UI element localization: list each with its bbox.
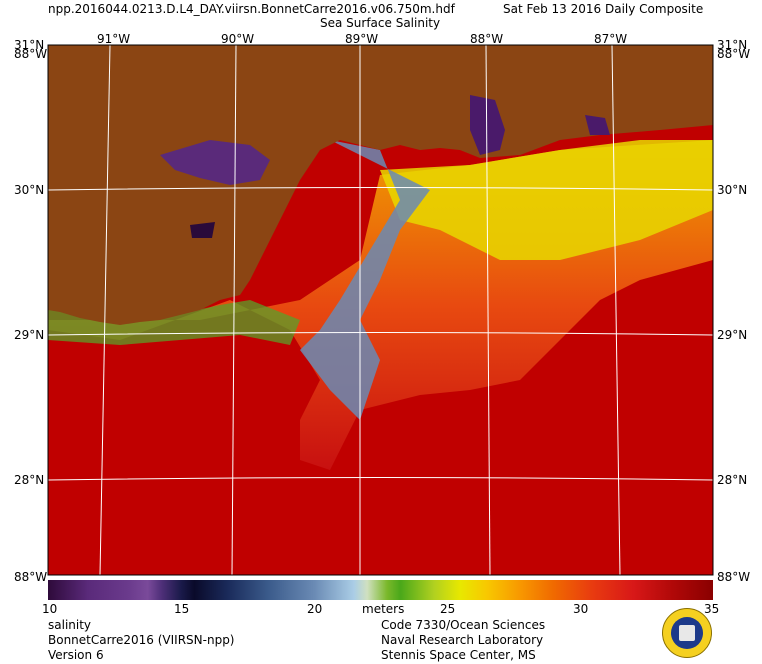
corner-bottom-left: 88°W — [14, 570, 48, 584]
lat-label-28n-left: 28°N — [14, 473, 45, 487]
date-label: Sat Feb 13 2016 Daily Composite — [503, 2, 704, 16]
colorbar-tick-10: 10 — [42, 602, 58, 616]
lon-label-90w: 90°W — [221, 32, 255, 46]
lat-label-30n-right: 30°N — [717, 183, 748, 197]
corner-top-left-lat: 31°N — [14, 38, 45, 52]
lake-borgne — [470, 95, 505, 155]
lon-label-89w: 89°W — [345, 32, 379, 46]
lat-label-30n-left: 30°N — [14, 183, 45, 197]
corner-top-right-lon: 88°W — [717, 47, 751, 61]
file-name: npp.2016044.0213.D.L4_DAY.viirsn.BonnetC… — [48, 2, 455, 16]
lon-label-91w: 91°W — [97, 32, 131, 46]
colorbar-tick-25: 25 — [440, 602, 456, 616]
land-area — [48, 45, 713, 325]
corner-bottom-right: 88°W — [717, 570, 751, 584]
river-plume — [300, 140, 430, 420]
seal-inner — [671, 617, 703, 649]
lon-label-88w: 88°W — [470, 32, 504, 46]
colorbar — [48, 580, 713, 600]
footer-lab: Naval Research Laboratory — [381, 633, 544, 647]
footer-version: Version 6 — [48, 648, 104, 662]
colorbar-tick-15: 15 — [174, 602, 190, 616]
corner-top-right-lat: 31°N — [717, 38, 748, 52]
footer-code: Code 7330/Ocean Sciences — [381, 618, 546, 632]
colorbar-tick-30: 30 — [573, 602, 589, 616]
lon-label-87w: 87°W — [594, 32, 628, 46]
lat-label-28n-right: 28°N — [717, 473, 748, 487]
corner-top-left-lon: 88°W — [14, 47, 48, 61]
colorbar-tick-20: 20 — [307, 602, 323, 616]
graticule — [47, 44, 714, 576]
plume-waters — [380, 140, 713, 260]
lake-small — [190, 222, 215, 238]
colorbar-unit: meters — [362, 602, 405, 616]
lat-label-29n-left: 29°N — [14, 328, 45, 342]
footer-region: BonnetCarre2016 (VIIRSN-npp) — [48, 633, 235, 647]
salinity-map — [47, 44, 714, 576]
product-title: Sea Surface Salinity — [320, 16, 441, 30]
seal-shield-icon — [679, 625, 695, 641]
colorbar-tick-35: 35 — [704, 602, 720, 616]
footer-product: salinity — [48, 618, 92, 632]
footer-location: Stennis Space Center, MS — [381, 648, 536, 662]
lat-label-29n-right: 29°N — [717, 328, 748, 342]
nrl-seal-logo — [662, 608, 712, 658]
mobile-bay — [585, 115, 610, 135]
lake-pontchartrain — [160, 140, 270, 185]
